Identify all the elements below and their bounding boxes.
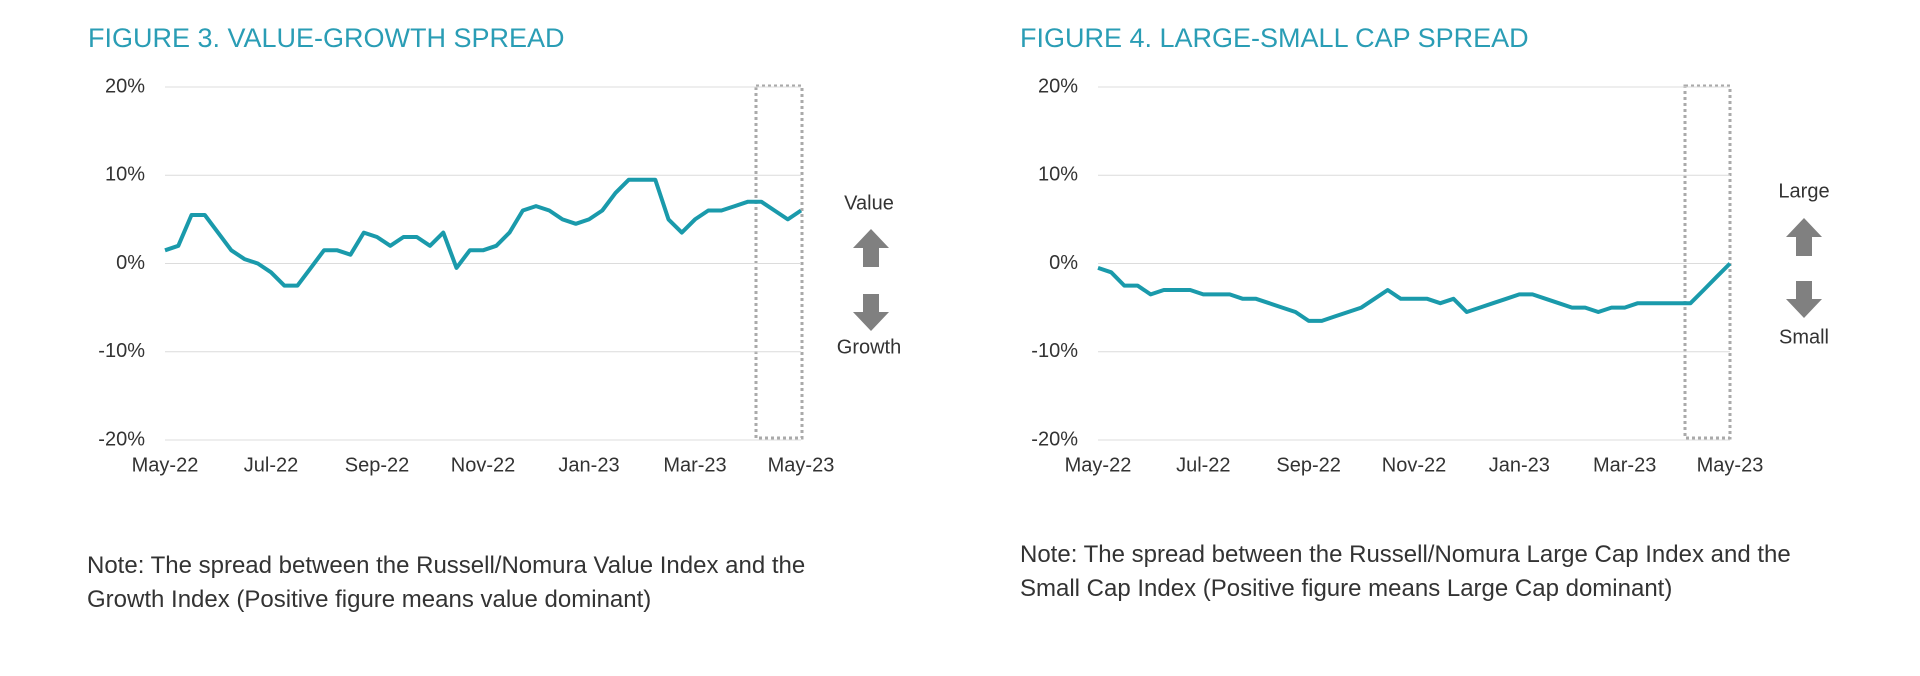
- y-tick-label: 0%: [1049, 252, 1078, 274]
- x-tick-label: Jan-23: [558, 454, 619, 476]
- y-tick-label: 10%: [1038, 164, 1078, 186]
- y-tick-label: -10%: [1031, 340, 1078, 362]
- x-tick-label: Sep-22: [1276, 454, 1341, 476]
- note: Note: The spread between the Russell/Nom…: [1020, 541, 1791, 602]
- annotation: Large: [1778, 180, 1829, 202]
- down-arrow: [853, 294, 889, 331]
- x-tick-label: Mar-23: [1593, 454, 1656, 476]
- highlight-box: [754, 84, 804, 440]
- x-tick-label: Mar-23: [663, 454, 726, 476]
- highlight-box: [1683, 84, 1732, 440]
- y-tick-label: -10%: [98, 340, 145, 362]
- x-tick-label: May-22: [132, 454, 199, 476]
- chart-title: FIGURE 3. VALUE-GROWTH SPREAD: [88, 23, 565, 53]
- line-series: [164, 177, 803, 288]
- y-tick-label: 20%: [1038, 75, 1078, 97]
- x-tick-label: May-23: [1697, 454, 1764, 476]
- annotation: Small: [1779, 326, 1829, 348]
- annotation: Value: [844, 192, 894, 214]
- up-arrow: [1786, 218, 1822, 256]
- arrows: [853, 218, 1822, 331]
- note: Note: The spread between the Russell/Nom…: [87, 552, 806, 613]
- x-tick-label: May-23: [768, 454, 835, 476]
- chart-title: FIGURE 4. LARGE-SMALL CAP SPREAD: [1020, 23, 1529, 53]
- x-tick-label: Jan-23: [1489, 454, 1550, 476]
- x-tick-label: May-22: [1065, 454, 1132, 476]
- up-arrow: [853, 229, 889, 267]
- y-tick-label: -20%: [1031, 428, 1078, 450]
- line-series: [1097, 262, 1732, 323]
- x-tick-label: Jul-22: [1176, 454, 1230, 476]
- x-tick-label: Jul-22: [244, 454, 298, 476]
- x-tick-label: Nov-22: [451, 454, 515, 476]
- annotation: Growth: [837, 336, 901, 358]
- y-tick-label: 0%: [116, 252, 145, 274]
- down-arrow: [1786, 281, 1822, 318]
- y-tick-label: -20%: [98, 428, 145, 450]
- y-tick-label: 10%: [105, 164, 145, 186]
- y-tick-label: 20%: [105, 75, 145, 97]
- x-tick-label: Sep-22: [345, 454, 410, 476]
- x-tick-label: Nov-22: [1382, 454, 1446, 476]
